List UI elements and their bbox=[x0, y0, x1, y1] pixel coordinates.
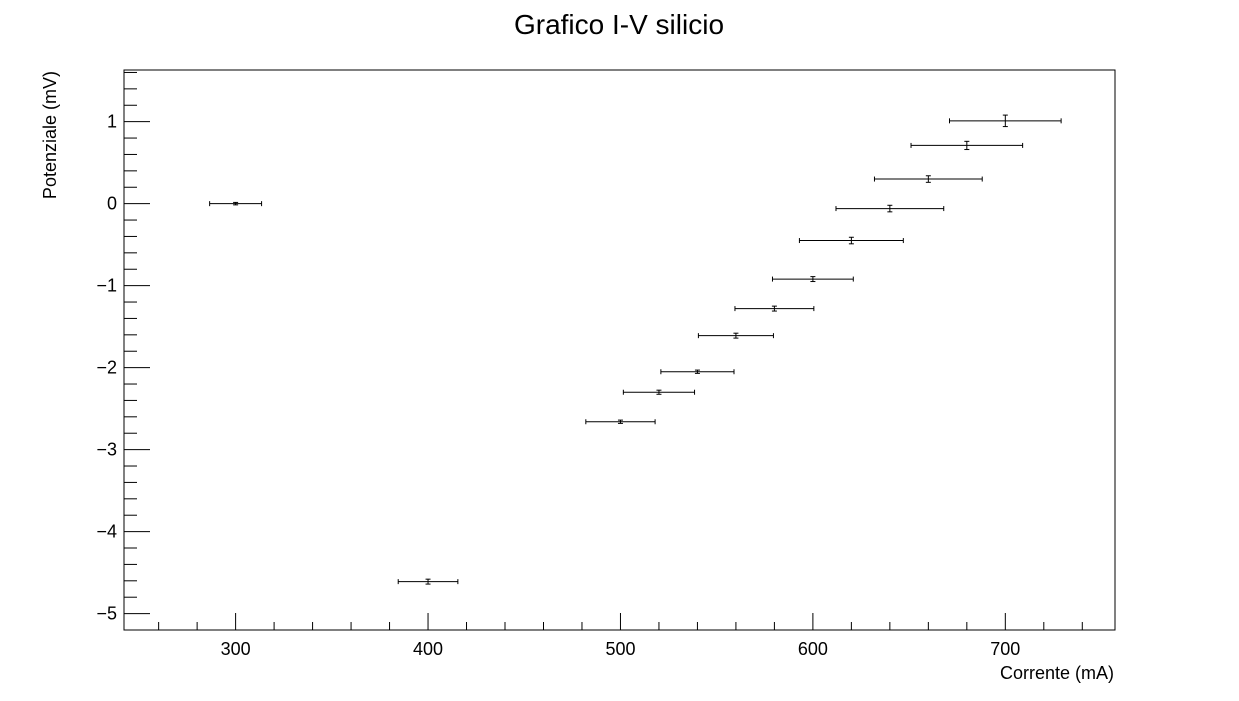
data-point bbox=[798, 236, 904, 245]
y-tick-label: −3 bbox=[96, 440, 117, 460]
y-tick-label: 1 bbox=[107, 112, 117, 132]
data-point bbox=[585, 419, 656, 425]
y-tick-label: −2 bbox=[96, 358, 117, 378]
y-tick-label: −1 bbox=[96, 276, 117, 296]
x-tick-label: 500 bbox=[605, 639, 635, 659]
data-point bbox=[910, 140, 1024, 151]
x-axis-label: Corrente (mA) bbox=[1000, 663, 1114, 683]
plot-frame bbox=[123, 69, 1116, 631]
y-tick-labels: 1 0 −1 −2 −3 −4 −5 bbox=[96, 112, 117, 624]
y-minor-ticks bbox=[124, 71, 137, 631]
data-point bbox=[734, 305, 815, 312]
data-point bbox=[771, 276, 854, 283]
y-axis-label: Potenziale (mV) bbox=[40, 71, 60, 199]
x-tick-labels: 300 400 500 600 700 bbox=[221, 639, 1021, 659]
x-major-ticks bbox=[235, 613, 1006, 630]
y-tick-label: −5 bbox=[96, 604, 117, 624]
chart-title: Grafico I-V silicio bbox=[514, 9, 724, 40]
data-points bbox=[209, 114, 1062, 585]
data-point bbox=[209, 201, 263, 207]
x-tick-label: 600 bbox=[798, 639, 828, 659]
data-point bbox=[622, 389, 696, 395]
x-tick-label: 300 bbox=[221, 639, 251, 659]
x-tick-label: 400 bbox=[413, 639, 443, 659]
y-major-ticks bbox=[124, 121, 150, 615]
data-point bbox=[873, 175, 983, 183]
data-point bbox=[949, 114, 1062, 128]
y-tick-label: 0 bbox=[107, 194, 117, 214]
data-point bbox=[697, 332, 774, 339]
x-tick-label: 700 bbox=[990, 639, 1020, 659]
y-tick-label: −4 bbox=[96, 522, 117, 542]
data-point bbox=[397, 578, 459, 585]
x-minor-ticks bbox=[158, 622, 1083, 630]
data-point bbox=[835, 204, 945, 213]
data-point bbox=[660, 369, 735, 375]
